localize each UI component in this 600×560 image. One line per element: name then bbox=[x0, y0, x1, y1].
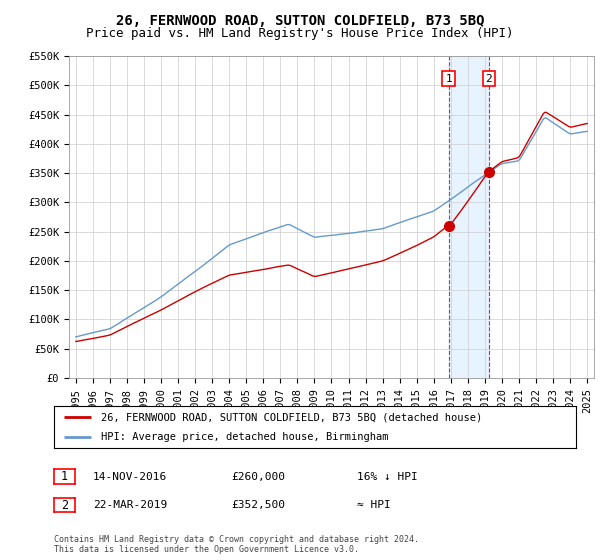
Text: 2: 2 bbox=[485, 73, 492, 83]
Text: 1: 1 bbox=[61, 470, 68, 483]
Text: 1: 1 bbox=[445, 73, 452, 83]
Text: 14-NOV-2016: 14-NOV-2016 bbox=[93, 472, 167, 482]
Text: £260,000: £260,000 bbox=[231, 472, 285, 482]
Text: ≈ HPI: ≈ HPI bbox=[357, 500, 391, 510]
Text: Price paid vs. HM Land Registry's House Price Index (HPI): Price paid vs. HM Land Registry's House … bbox=[86, 27, 514, 40]
Bar bbox=[449, 56, 488, 378]
Text: 26, FERNWOOD ROAD, SUTTON COLDFIELD, B73 5BQ (detached house): 26, FERNWOOD ROAD, SUTTON COLDFIELD, B73… bbox=[101, 412, 482, 422]
Text: £352,500: £352,500 bbox=[231, 500, 285, 510]
Text: 2: 2 bbox=[61, 498, 68, 512]
Text: 16% ↓ HPI: 16% ↓ HPI bbox=[357, 472, 418, 482]
Text: 26, FERNWOOD ROAD, SUTTON COLDFIELD, B73 5BQ: 26, FERNWOOD ROAD, SUTTON COLDFIELD, B73… bbox=[116, 14, 484, 28]
Text: HPI: Average price, detached house, Birmingham: HPI: Average price, detached house, Birm… bbox=[101, 432, 388, 442]
Text: This data is licensed under the Open Government Licence v3.0.: This data is licensed under the Open Gov… bbox=[54, 545, 359, 554]
Text: 22-MAR-2019: 22-MAR-2019 bbox=[93, 500, 167, 510]
Text: Contains HM Land Registry data © Crown copyright and database right 2024.: Contains HM Land Registry data © Crown c… bbox=[54, 535, 419, 544]
